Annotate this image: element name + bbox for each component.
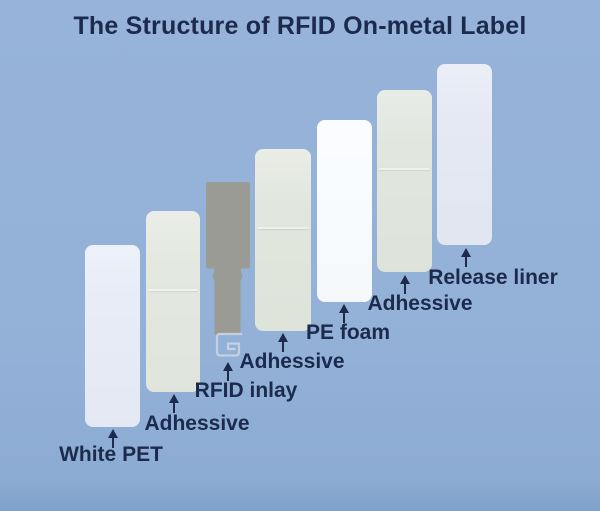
arrow-head <box>108 429 118 438</box>
label-pe-foam: PE foam <box>305 321 391 344</box>
rfid-inlay-body <box>206 182 250 335</box>
arrow-adhesive-2 <box>277 333 289 352</box>
arrow-adhesive-1 <box>168 394 180 413</box>
arrow-stem <box>464 257 468 267</box>
arrow-adhesive-3 <box>399 275 411 294</box>
layer-rfid-inlay-graphic <box>206 182 250 357</box>
arrow-head <box>461 248 471 257</box>
arrow-head <box>169 394 179 403</box>
arrow-head <box>339 304 349 313</box>
antenna-coil-icon <box>215 332 243 357</box>
arrow-stem <box>172 403 176 413</box>
arrow-head <box>400 275 410 284</box>
arrow-stem <box>111 438 115 448</box>
layer-adhesive-2 <box>255 149 311 331</box>
arrow-head <box>223 362 233 371</box>
layer-white-pet <box>85 245 140 427</box>
label-rfid-inlay: RFID inlay <box>194 379 298 402</box>
layer-adhesive-1 <box>146 211 200 392</box>
arrow-stem <box>226 371 230 381</box>
label-white-pet: White PET <box>59 443 163 466</box>
layer-pe-foam <box>317 120 372 302</box>
arrow-release-liner <box>460 248 472 267</box>
arrow-white-pet <box>107 429 119 448</box>
diagram-title: The Structure of RFID On-metal Label <box>73 12 527 40</box>
layer-adhesive-3 <box>377 90 432 272</box>
arrow-rfid-inlay <box>222 362 234 381</box>
label-adhesive-1: Adhessive <box>144 412 250 435</box>
label-adhesive-3: Adhessive <box>367 292 473 315</box>
arrow-pe-foam <box>338 304 350 323</box>
label-adhesive-2: Adhessive <box>239 350 345 373</box>
arrow-stem <box>342 313 346 323</box>
arrow-stem <box>403 284 407 294</box>
arrow-head <box>278 333 288 342</box>
label-release-liner: Release liner <box>428 266 558 289</box>
layer-release-liner <box>437 64 492 245</box>
arrow-stem <box>281 342 285 352</box>
